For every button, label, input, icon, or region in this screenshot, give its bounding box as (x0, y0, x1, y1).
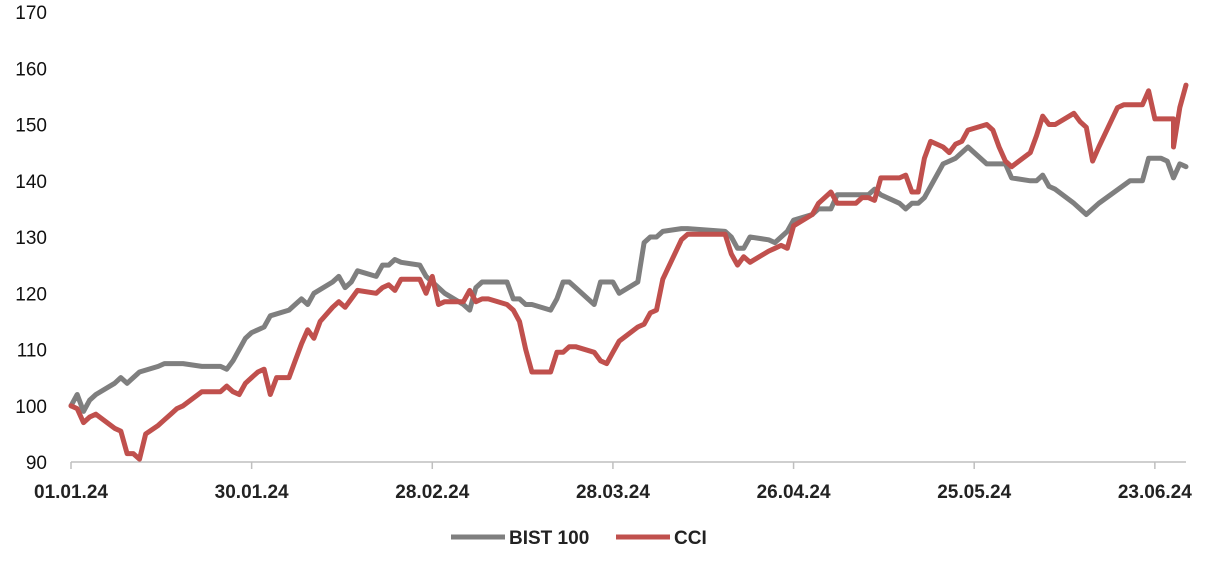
x-tick-label: 28.02.24 (395, 482, 469, 503)
y-tick-label: 140 (15, 172, 47, 193)
x-tick-label: 30.01.24 (215, 482, 289, 503)
x-tick-label: 23.06.24 (1118, 482, 1192, 503)
y-axis-ticks: 90 100 110 120 130 140 150 160 170 (15, 3, 47, 474)
x-tick-label: 26.04.24 (757, 482, 831, 503)
x-tick-label: 28.03.24 (576, 482, 650, 503)
series-line-bist-100 (68, 144, 1189, 414)
x-tick-label: 01.01.24 (34, 482, 108, 503)
x-axis: 01.01.24 30.01.24 28.02.24 28.03.24 26.04.24… (34, 461, 1192, 503)
y-tick-label: 110 (17, 341, 47, 362)
y-tick-label: 170 (15, 3, 47, 24)
legend: BIST 100 CCI (451, 528, 707, 549)
y-tick-label: 150 (15, 116, 47, 137)
series-line-cci (68, 82, 1189, 462)
y-tick-label: 130 (15, 228, 47, 249)
legend-label: CCI (674, 528, 707, 549)
y-tick-label: 160 (15, 59, 47, 80)
y-tick-label: 100 (15, 397, 47, 418)
y-tick-label: 120 (15, 284, 47, 305)
legend-label: BIST 100 (509, 528, 589, 549)
y-tick-label: 90 (26, 453, 47, 474)
x-tick-label: 25.05.24 (937, 482, 1011, 503)
series-lines (68, 82, 1189, 462)
